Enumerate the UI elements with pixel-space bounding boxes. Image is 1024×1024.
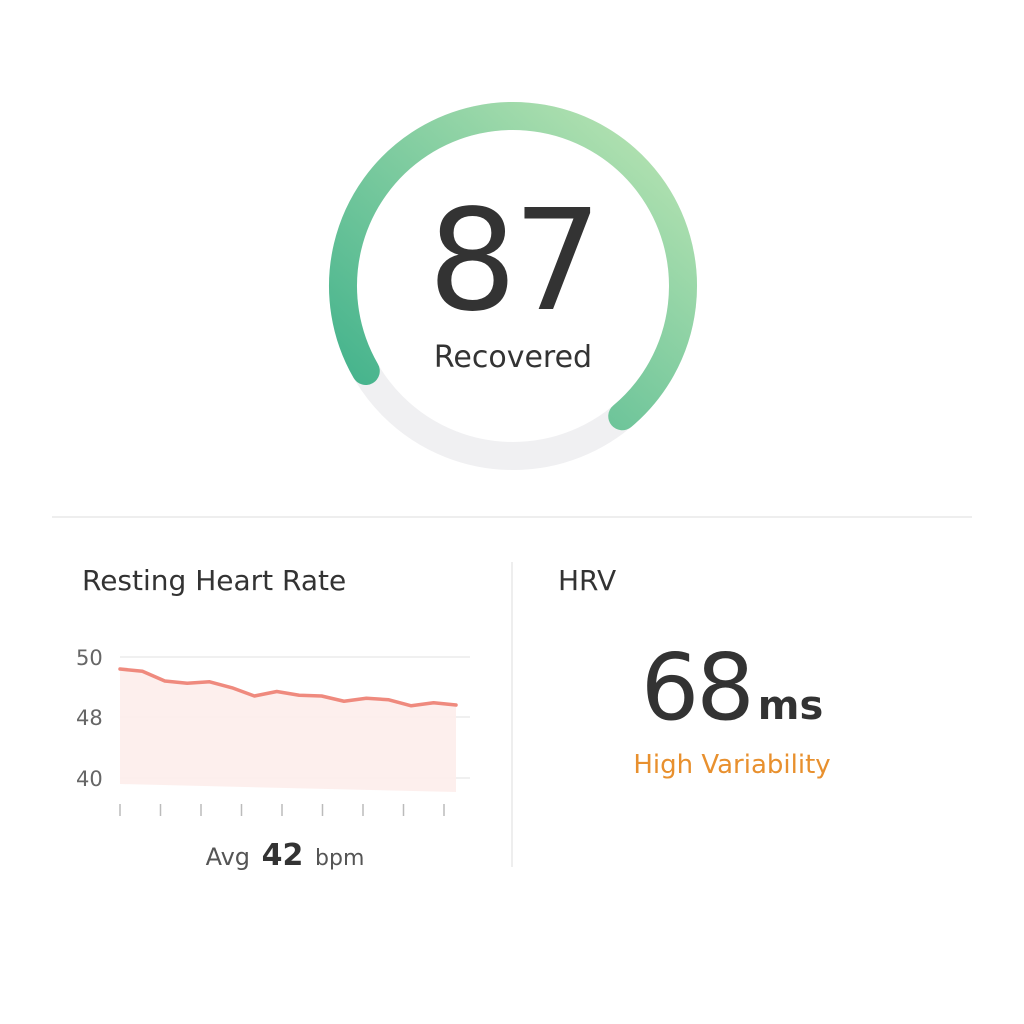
chart-area-fill xyxy=(120,669,456,792)
hrv-value: 68 xyxy=(640,634,755,741)
resting-heart-rate-title: Resting Heart Rate xyxy=(82,564,347,597)
chart-y-tick-label: 50 xyxy=(76,646,103,670)
hrv-value-row: 68 ms xyxy=(512,642,952,734)
recovery-status-label: Recovered xyxy=(433,340,593,375)
chart-y-tick-label: 40 xyxy=(76,767,103,791)
recovery-ring-graphic xyxy=(329,102,697,470)
recovery-score: 87 xyxy=(427,180,602,343)
avg-prefix: Avg xyxy=(205,843,251,871)
hrv-title: HRV xyxy=(558,564,617,597)
card-divider xyxy=(511,562,513,867)
resting-heart-rate-average: Avg 42 bpm xyxy=(120,838,450,873)
chart-series-line xyxy=(118,667,458,708)
hrv-unit: ms xyxy=(757,683,824,729)
recovery-ring[interactable]: 87 Recovered xyxy=(327,100,699,472)
avg-unit: bpm xyxy=(315,846,365,871)
recovery-ring-progress xyxy=(329,102,697,431)
avg-value: 42 xyxy=(261,838,304,873)
chart-y-tick-label: 48 xyxy=(76,706,103,730)
section-divider xyxy=(52,516,972,518)
hrv-status: High Variability xyxy=(633,750,831,780)
resting-heart-rate-chart: 50 48 40 xyxy=(76,646,470,816)
